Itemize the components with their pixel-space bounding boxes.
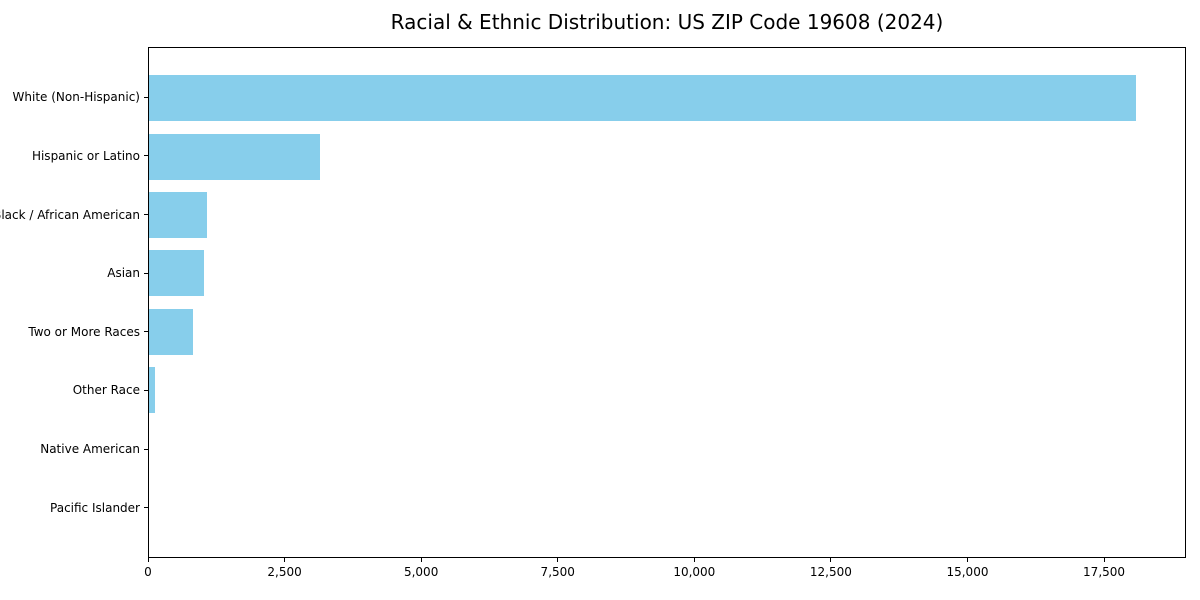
- y-axis-label: Hispanic or Latino: [31, 148, 140, 163]
- x-tick-mark: [966, 558, 968, 562]
- y-tick-mark: [144, 96, 148, 98]
- bar: [149, 367, 155, 414]
- bar: [149, 250, 205, 297]
- x-tick-mark: [693, 558, 695, 562]
- bar-row: [149, 361, 1185, 419]
- y-axis-label: Other Race: [72, 383, 140, 398]
- x-tick-mark: [830, 558, 832, 562]
- x-tick-label: 17,500: [1083, 565, 1126, 579]
- bar-rows: [149, 48, 1185, 557]
- x-tick-mark: [1103, 558, 1105, 562]
- y-axis-labels: White (Non-Hispanic) Hispanic or Latino Bl…: [0, 47, 148, 558]
- y-axis-label: White (Non-Hispanic): [12, 90, 140, 105]
- y-axis-label: Native American: [40, 442, 140, 457]
- y-axis-row: Other Race: [0, 361, 148, 420]
- y-tick-mark: [144, 389, 148, 391]
- x-tick-label: 5,000: [403, 565, 439, 579]
- y-axis-row: Asian: [0, 244, 148, 303]
- y-tick-mark: [144, 155, 148, 157]
- y-tick-mark: [144, 272, 148, 274]
- y-axis-row: Native American: [0, 420, 148, 479]
- y-tick-mark: [144, 214, 148, 216]
- bar-row: [149, 127, 1185, 185]
- y-axis-row: Black / African American: [0, 185, 148, 244]
- x-tick-label: 7,500: [540, 565, 575, 579]
- y-axis-label: Asian: [107, 266, 140, 281]
- bar-row: [149, 303, 1185, 361]
- x-tick-label: 15,000: [946, 565, 989, 579]
- y-axis-label: Pacific Islander: [50, 500, 140, 515]
- y-tick-mark: [144, 507, 148, 509]
- x-tick-label: 2,500: [267, 565, 302, 579]
- bar: [149, 75, 1136, 122]
- y-axis-label: Two or More Races: [28, 324, 140, 339]
- bar-row: [149, 186, 1185, 244]
- plot-area: [148, 47, 1186, 558]
- x-tick-label: 10,000: [673, 565, 716, 579]
- x-axis-ticks: 0 2,500 5,000 7,500 10,000 12,500 15,000 17,500: [144, 558, 1186, 590]
- y-tick-mark: [144, 448, 148, 450]
- bar-row: [149, 244, 1185, 302]
- y-axis-label: Black / African American: [0, 207, 140, 222]
- chart-title: Racial & Ethnic Distribution: US ZIP Cod…: [390, 10, 944, 34]
- y-axis-row: Two or More Races: [0, 303, 148, 362]
- bar: [149, 308, 193, 355]
- y-axis-row: Hispanic or Latino: [0, 127, 148, 186]
- bar: [149, 133, 320, 180]
- y-axis-row: White (Non-Hispanic): [0, 68, 148, 127]
- x-tick-mark: [147, 558, 149, 562]
- x-tick-label: 12,500: [809, 565, 852, 579]
- bar-row: [149, 69, 1185, 127]
- x-tick-mark: [557, 558, 559, 562]
- x-tick-mark: [420, 558, 422, 562]
- bar: [149, 191, 208, 238]
- y-axis-row: Pacific Islander: [0, 478, 148, 537]
- x-tick-mark: [284, 558, 286, 562]
- x-tick-label: 0: [144, 565, 152, 579]
- y-tick-mark: [144, 331, 148, 333]
- bar-row: [149, 478, 1185, 536]
- bar-row: [149, 419, 1185, 477]
